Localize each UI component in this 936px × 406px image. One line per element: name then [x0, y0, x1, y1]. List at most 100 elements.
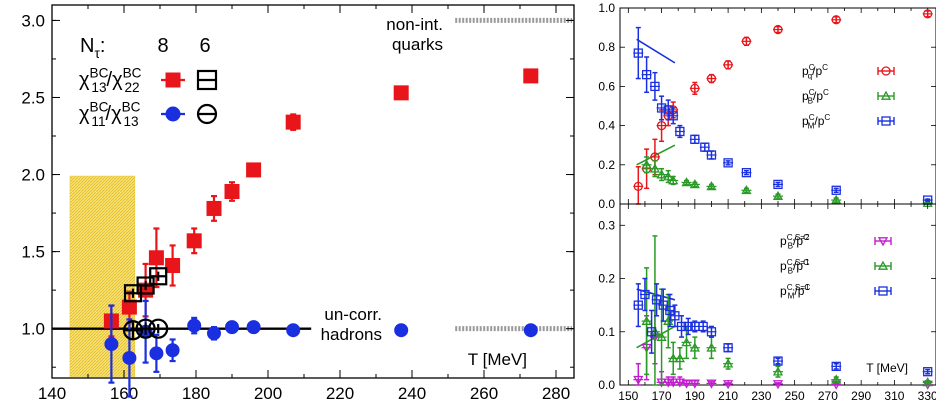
data-point [741, 167, 752, 178]
x-tick-label: 330 [918, 389, 936, 403]
data-point [670, 311, 680, 321]
legend-label: pC,S=1 B/pC [780, 258, 810, 276]
data-point [690, 134, 700, 144]
data-point [393, 85, 409, 101]
y-tick-label: 0.0 [598, 378, 615, 392]
data-point [831, 15, 841, 25]
data-point [122, 350, 137, 365]
data-point [641, 315, 652, 325]
annotation-quarks: quarks [392, 35, 443, 54]
data-point [121, 299, 137, 315]
x-tick-label: 250 [785, 389, 805, 403]
y-tick-label: 0.2 [598, 272, 615, 286]
annotation-non-int: non-int. [386, 15, 443, 34]
legend-swatch [878, 286, 888, 296]
y-tick-label: 1.0 [598, 1, 615, 15]
y-tick-label: 0.0 [598, 197, 615, 211]
data-point [772, 190, 784, 201]
legend-swatch [165, 72, 181, 88]
data-point [668, 175, 679, 185]
data-point [723, 60, 733, 70]
data-point [772, 366, 784, 376]
data-point [633, 48, 643, 58]
data-point [633, 181, 643, 192]
y-tick-label: 2.5 [21, 88, 45, 107]
x-tick-label: 260 [470, 384, 498, 403]
y-tick-label: 2.0 [21, 166, 45, 185]
data-point [286, 323, 301, 338]
data-point [663, 171, 674, 181]
data-point [689, 342, 700, 352]
data-point [681, 337, 692, 347]
x-tick-label: 180 [182, 384, 210, 403]
legend-swatch [877, 237, 889, 247]
legend-swatch [165, 106, 181, 122]
data-point [165, 257, 181, 273]
legend-label: pC M/pC [802, 113, 830, 131]
data-point [923, 9, 933, 19]
data-point [656, 103, 667, 113]
data-point [922, 376, 933, 387]
data-point [206, 200, 222, 216]
data-point [723, 380, 734, 390]
data-point [656, 120, 667, 131]
x-tick-label: 270 [818, 389, 838, 403]
data-point [698, 321, 708, 332]
x-axis-label: T [MeV] [866, 361, 908, 375]
data-point [689, 179, 700, 189]
x-tick-label: 280 [542, 384, 570, 403]
data-point [649, 163, 661, 173]
data-point [246, 320, 261, 335]
data-point [831, 194, 842, 204]
data-point [689, 379, 700, 389]
legend-swatch [877, 260, 889, 270]
data-point [640, 289, 650, 300]
data-point [741, 36, 752, 46]
data-point [656, 331, 667, 341]
x-tick-label: 240 [398, 384, 426, 403]
x-tick-label: 310 [884, 389, 904, 403]
data-point [741, 184, 752, 195]
data-point [651, 295, 662, 305]
data-point [663, 105, 673, 115]
y-tick-label: 0.6 [598, 79, 615, 93]
x-tick-label: 170 [652, 389, 672, 403]
legend-label: pC B/pC [802, 88, 829, 106]
annotation-uncorr: un-corr. [324, 305, 382, 324]
x-tick-label: 140 [38, 384, 66, 403]
data-point [186, 233, 202, 249]
x-tick-label: 160 [110, 384, 138, 403]
data-point [706, 150, 717, 160]
x-tick-label: 190 [685, 389, 705, 403]
x-tick-label: 230 [751, 389, 771, 403]
data-point [394, 323, 409, 338]
data-point [207, 326, 221, 341]
data-point [646, 327, 657, 337]
data-point [674, 353, 685, 363]
trend-line [636, 38, 676, 64]
data-point [523, 68, 539, 84]
legend-label: pC,S=1 M/pC [780, 283, 810, 301]
data-point [149, 346, 164, 361]
data-point [165, 343, 180, 358]
data-point [831, 185, 841, 195]
x-axis-label: T [MeV] [468, 350, 527, 369]
x-tick-label: 220 [326, 384, 354, 403]
data-point [706, 342, 717, 352]
x-tick-label: 290 [851, 389, 871, 403]
data-point [723, 158, 733, 168]
data-point [668, 111, 678, 121]
data-point [706, 73, 717, 84]
legend-header-value: 8 [157, 35, 168, 57]
legend-swatch [880, 90, 892, 100]
y-tick-label: 1.5 [21, 243, 45, 262]
data-point [681, 177, 692, 187]
data-point [148, 250, 164, 266]
legend-header: Nτ: [80, 35, 105, 61]
data-point [633, 300, 643, 310]
data-point [773, 24, 783, 35]
x-tick-label: 210 [718, 389, 738, 403]
data-point [674, 378, 685, 388]
data-point [706, 379, 717, 389]
